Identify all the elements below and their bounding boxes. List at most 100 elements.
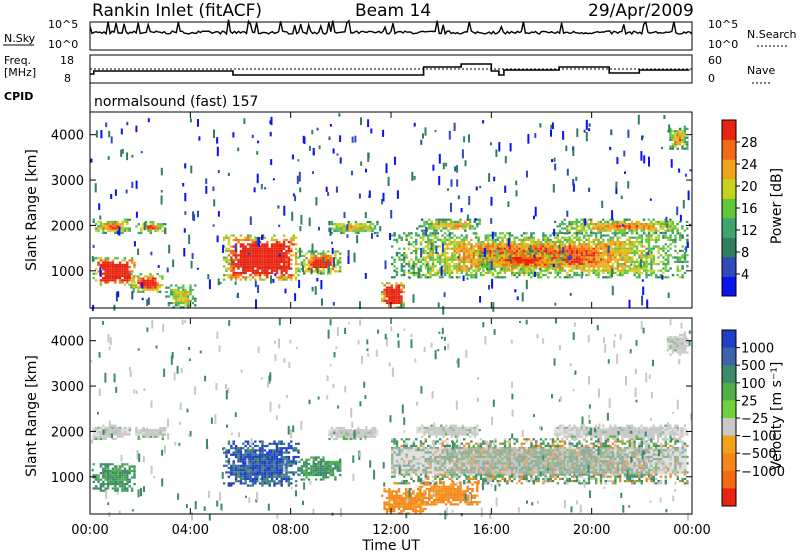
velocity-cell: [317, 469, 320, 472]
velocity-cell: [92, 463, 95, 466]
power-cell: [478, 257, 482, 260]
power-cell: [518, 269, 521, 272]
power-cell: [527, 269, 531, 272]
power-cell: [146, 288, 150, 291]
velocity-cell: [94, 485, 98, 488]
power-cell: [599, 231, 602, 234]
velocity-cell: [234, 449, 238, 452]
power-cell: [249, 247, 252, 250]
power-cell: [614, 229, 617, 232]
power-cell: [258, 274, 262, 277]
power-cell: [329, 272, 332, 275]
power-cell: [556, 236, 559, 239]
power-cell: [489, 271, 492, 274]
power-speckle: [491, 278, 494, 289]
power-speckle: [456, 179, 459, 187]
power-cell: [667, 245, 670, 248]
velocity-cell: [121, 478, 124, 481]
power-cell: [109, 227, 112, 230]
velocity-cell: [334, 465, 337, 468]
velocity-cell: [270, 460, 274, 463]
power-cell: [587, 254, 591, 257]
power-speckle: [661, 275, 664, 280]
power-cell: [674, 241, 677, 244]
velocity-cell: [285, 451, 288, 454]
power-cell: [526, 265, 530, 268]
power-cell: [451, 271, 454, 274]
power-speckle: [533, 254, 536, 258]
power-cell: [631, 258, 634, 261]
velocity-cell: [287, 460, 291, 463]
power-cell: [532, 241, 535, 244]
power-cell: [667, 269, 670, 272]
power-cell: [246, 243, 250, 246]
power-cell: [549, 243, 552, 246]
power-speckle: [160, 190, 163, 193]
power-cell: [506, 232, 509, 235]
power-cell: [674, 225, 677, 228]
power-cell: [425, 220, 429, 223]
power-cell: [659, 227, 662, 230]
power-cell: [503, 236, 507, 239]
power-cell: [453, 247, 456, 250]
power-cell: [258, 258, 262, 261]
power-cell: [111, 270, 115, 273]
power-cell: [239, 265, 243, 268]
power-cell: [575, 271, 579, 274]
power-cell: [227, 276, 231, 279]
power-cell: [607, 260, 610, 263]
power-cell: [322, 265, 325, 268]
power-speckle: [647, 251, 650, 255]
power-cell: [573, 256, 576, 259]
power-cell: [290, 278, 293, 281]
power-cell: [657, 249, 660, 252]
power-cell: [575, 229, 578, 232]
power-cell: [575, 252, 579, 255]
power-cell: [455, 267, 459, 270]
power-cell: [395, 238, 399, 241]
power-cell: [412, 260, 415, 263]
power-cell: [505, 254, 508, 257]
power-cell: [290, 274, 293, 277]
power-cell: [249, 234, 252, 237]
power-cell: [626, 258, 629, 261]
power-cell: [595, 243, 598, 246]
power-cell: [619, 271, 622, 274]
power-cell: [650, 258, 653, 261]
power-cell: [448, 271, 451, 274]
power-cell: [520, 249, 523, 252]
power-cell: [532, 232, 535, 235]
power-cell: [633, 245, 636, 248]
power-cell: [428, 218, 431, 221]
power-speckle: [389, 233, 392, 241]
velocity-cell: [137, 437, 140, 441]
power-cell: [258, 252, 262, 255]
power-cell: [429, 249, 432, 252]
velocity-cell: [225, 449, 228, 452]
power-cell: [525, 271, 528, 274]
power-cell: [460, 234, 463, 237]
power-cell: [568, 243, 571, 246]
velocity-cell: [285, 466, 288, 470]
power-cell: [177, 297, 180, 300]
power-cell: [619, 243, 622, 246]
velocity-cell: [92, 435, 95, 438]
velocity-cell: [307, 471, 311, 474]
power-cell: [501, 276, 504, 279]
power-cell: [254, 269, 257, 272]
power-cell: [611, 231, 614, 234]
power-cell: [434, 234, 437, 237]
power-cell: [172, 302, 175, 305]
velocity-cell: [242, 447, 245, 450]
power-cell: [339, 252, 342, 255]
power-cell: [489, 260, 492, 263]
velocity-cell: [263, 477, 267, 481]
velocity-cell: [116, 474, 119, 477]
power-cell: [268, 258, 271, 261]
velocity-cell: [261, 464, 264, 467]
velocity-cell: [239, 458, 243, 461]
power-cell: [491, 241, 495, 244]
velocity-cell: [225, 464, 228, 467]
power-cell: [633, 223, 636, 226]
power-cell: [548, 263, 551, 266]
